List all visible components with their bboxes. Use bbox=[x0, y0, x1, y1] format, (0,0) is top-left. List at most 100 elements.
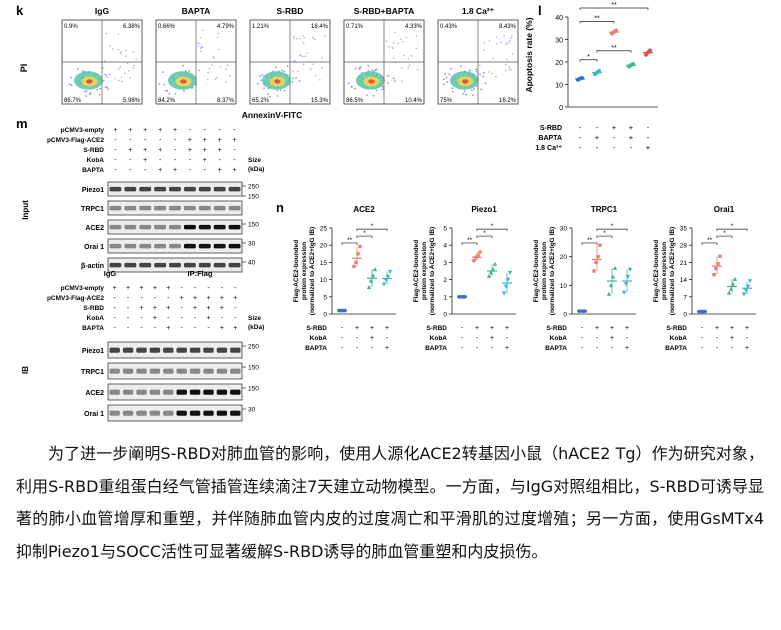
blot-band bbox=[109, 205, 122, 211]
flow-event-dot bbox=[85, 90, 88, 93]
flow-event-dot bbox=[402, 40, 404, 43]
blot-condition-sign: + bbox=[158, 147, 162, 154]
flow-x-axis-label: AnnexinV-FITC bbox=[242, 110, 302, 120]
flow-event-dot bbox=[226, 64, 229, 66]
blot-band bbox=[169, 205, 181, 211]
flow-event-dot bbox=[261, 74, 264, 76]
quant-y-tick-label: 5 bbox=[323, 294, 327, 301]
apoptosis-data-point bbox=[631, 62, 635, 67]
blot-condition-sign: + bbox=[218, 167, 222, 174]
flow-event-dot bbox=[400, 80, 403, 82]
blot-band bbox=[203, 347, 214, 353]
blot-condition-sign: + bbox=[220, 295, 224, 302]
quant-data-point bbox=[501, 291, 507, 296]
blot-band bbox=[198, 262, 211, 268]
quant-data-point bbox=[583, 309, 587, 313]
flow-event-dot bbox=[407, 57, 410, 60]
quant-data-point bbox=[594, 260, 598, 265]
flow-event-dot bbox=[310, 68, 312, 70]
quant-condition-label: KobA bbox=[430, 335, 448, 342]
flow-event-dot bbox=[451, 87, 454, 90]
blot-band bbox=[124, 224, 137, 230]
flow-quadrant-ul: 0.71% bbox=[346, 24, 364, 30]
blot-condition-label: BAPTA bbox=[82, 167, 104, 174]
flow-event-dot bbox=[200, 50, 202, 53]
flow-quadrant-ul: 1.21% bbox=[252, 24, 270, 30]
quant-sig-label: * bbox=[723, 230, 726, 237]
blot-condition-sign: - bbox=[234, 285, 237, 292]
quant-chart-title: Orai1 bbox=[714, 205, 735, 214]
blot-condition-sign: - bbox=[181, 315, 184, 322]
apoptosis-condition-label: 1.8 Ca²⁺ bbox=[535, 145, 562, 152]
quant-data-point bbox=[476, 253, 480, 258]
blot-condition-label: S-RBD bbox=[83, 147, 104, 154]
blot-condition-sign: + bbox=[233, 325, 237, 332]
blot-band bbox=[213, 262, 226, 268]
flow-event-dot bbox=[394, 31, 396, 34]
quant-sig-label: * bbox=[603, 230, 606, 237]
quant-y-tick-label: 1 bbox=[443, 294, 447, 301]
quant-y-label: protein expression bbox=[421, 242, 428, 300]
quant-y-label: protein expression bbox=[541, 242, 548, 300]
blot-size-header: Size bbox=[248, 157, 261, 164]
ipflag-label: IP:Flag bbox=[187, 269, 212, 278]
blot-size-marker: 250 bbox=[248, 184, 259, 191]
blot-band bbox=[124, 262, 137, 268]
flow-event-dot bbox=[410, 55, 413, 57]
blot-condition-sign: - bbox=[218, 157, 221, 164]
quant-data-point bbox=[372, 267, 378, 272]
flow-event-dot bbox=[109, 45, 111, 47]
blot-condition-sign: - bbox=[181, 305, 184, 312]
flow-event-dot bbox=[88, 93, 91, 96]
flow-event-dot bbox=[120, 51, 123, 53]
blot-band bbox=[163, 347, 174, 353]
flow-event-dot bbox=[108, 73, 111, 76]
blot-band bbox=[109, 389, 120, 395]
flow-event-dot bbox=[199, 36, 202, 39]
flow-event-dot bbox=[495, 75, 497, 78]
blot-condition-sign: + bbox=[153, 285, 157, 292]
blot-condition-sign: + bbox=[128, 127, 132, 134]
quant-data-point bbox=[728, 286, 734, 291]
flow-plot-title: S-RBD+BAPTA bbox=[354, 6, 415, 16]
blot-condition-sign: + bbox=[220, 305, 224, 312]
panel-letter-k: k bbox=[16, 3, 24, 18]
quant-y-tick-label: 28 bbox=[680, 243, 688, 250]
blot-band bbox=[213, 224, 226, 230]
blot-condition-sign: + bbox=[233, 295, 237, 302]
blot-condition-sign: + bbox=[220, 325, 224, 332]
flow-event-dot bbox=[286, 65, 289, 67]
quant-data-point bbox=[370, 273, 376, 278]
flow-density-peak bbox=[180, 79, 187, 84]
quant-condition-sign: - bbox=[371, 345, 374, 352]
quant-condition-sign: - bbox=[701, 345, 704, 352]
quant-condition-label: KobA bbox=[670, 335, 688, 342]
flow-event-dot bbox=[350, 85, 353, 88]
flow-event-dot bbox=[415, 35, 418, 37]
flow-event-dot bbox=[259, 75, 262, 77]
quant-sig-bracket bbox=[476, 228, 508, 232]
quant-condition-sign: - bbox=[356, 345, 359, 352]
quant-sig-label: ** bbox=[587, 237, 593, 244]
flow-event-dot bbox=[503, 34, 505, 37]
apoptosis-condition-sign: - bbox=[647, 123, 650, 132]
flow-quadrant-ul: 0.9% bbox=[64, 24, 78, 30]
flow-event-dot bbox=[293, 35, 295, 38]
flow-event-dot bbox=[158, 83, 161, 85]
blot-condition-sign: - bbox=[194, 315, 197, 322]
quant-data-point bbox=[730, 281, 736, 286]
panel-letter-n: n bbox=[276, 200, 284, 215]
blot-band bbox=[169, 224, 181, 230]
flow-event-dot bbox=[399, 38, 402, 41]
blot-condition-sign: - bbox=[221, 315, 224, 322]
blot-band bbox=[109, 243, 122, 249]
blot-condition-sign: - bbox=[114, 295, 117, 302]
quant-data-point bbox=[507, 270, 513, 275]
flow-event-dot bbox=[295, 76, 297, 79]
apoptosis-condition-sign: - bbox=[579, 143, 582, 152]
flow-event-dot bbox=[283, 89, 286, 92]
blot-condition-sign: - bbox=[114, 305, 117, 312]
flow-event-dot bbox=[98, 94, 101, 96]
quant-y-label: protein expression bbox=[661, 242, 668, 300]
